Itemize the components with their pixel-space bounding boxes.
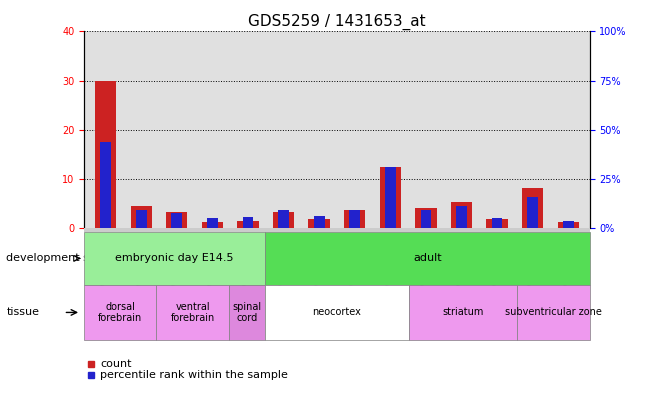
Bar (308, 219, 330, 228)
Bar (242, 217, 253, 228)
Bar (492, 218, 502, 228)
Bar (202, 222, 223, 228)
Bar (100, 142, 111, 228)
Text: count: count (100, 358, 132, 369)
Bar (456, 206, 467, 228)
Text: percentile rank within the sample: percentile rank within the sample (100, 370, 288, 380)
Bar (172, 213, 182, 228)
Bar (487, 219, 508, 228)
Text: ventral
forebrain: ventral forebrain (170, 302, 214, 323)
Bar (421, 209, 432, 228)
Bar (314, 216, 325, 228)
Bar (278, 209, 289, 228)
Text: dorsal
forebrain: dorsal forebrain (98, 302, 143, 323)
Bar (130, 206, 152, 228)
Text: tissue: tissue (6, 307, 40, 318)
Title: GDS5259 / 1431653_at: GDS5259 / 1431653_at (248, 14, 426, 30)
Text: development stage: development stage (6, 253, 115, 263)
Bar (563, 220, 573, 228)
Text: spinal
cord: spinal cord (232, 302, 261, 323)
Bar (522, 188, 544, 228)
Bar (558, 222, 579, 228)
Bar (349, 209, 360, 228)
Bar (380, 167, 401, 228)
Text: neocortex: neocortex (312, 307, 362, 318)
Bar (527, 197, 538, 228)
Text: adult: adult (413, 253, 441, 263)
Bar (95, 81, 116, 228)
Bar (415, 208, 437, 228)
Bar (166, 212, 187, 228)
Bar (344, 210, 365, 228)
Bar (237, 220, 259, 228)
Bar (385, 167, 396, 228)
Bar (273, 212, 294, 228)
Bar (451, 202, 472, 228)
Bar (207, 218, 218, 228)
Bar (136, 209, 146, 228)
Text: subventricular zone: subventricular zone (505, 307, 602, 318)
Text: striatum: striatum (443, 307, 484, 318)
Text: embryonic day E14.5: embryonic day E14.5 (115, 253, 234, 263)
